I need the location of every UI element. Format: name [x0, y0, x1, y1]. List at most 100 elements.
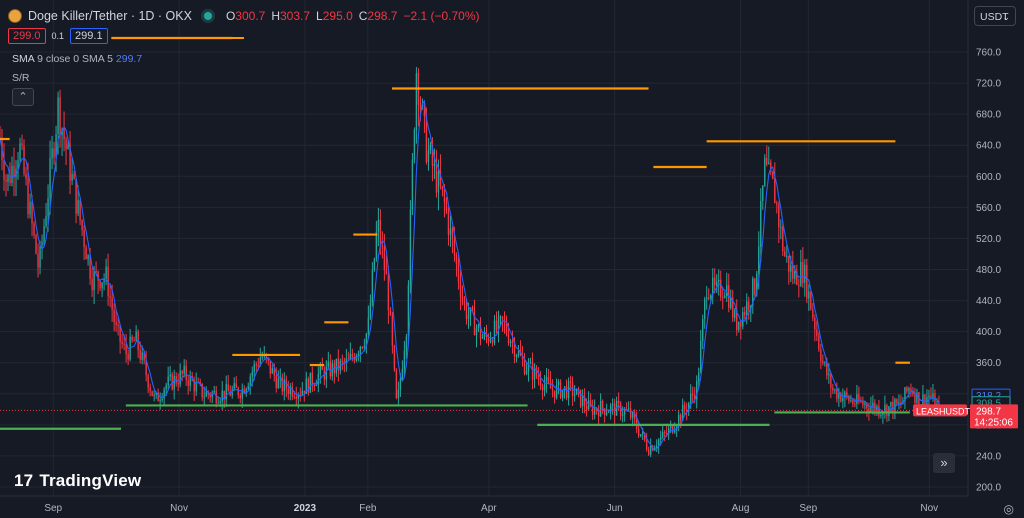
candle-body	[223, 390, 225, 400]
candle-body	[431, 145, 434, 166]
candle-body	[609, 405, 612, 412]
candle-body	[365, 333, 368, 347]
candle-body	[511, 341, 514, 343]
candle-body	[914, 394, 916, 403]
candle-body	[299, 394, 302, 396]
candle-body	[49, 158, 51, 199]
candle-body	[437, 171, 440, 193]
candle-body	[724, 296, 726, 298]
candle-body	[409, 209, 412, 285]
candle-body	[275, 375, 277, 389]
scroll-to-realtime-button[interactable]: »	[933, 453, 955, 473]
candle-body	[497, 316, 500, 330]
candle-body	[880, 415, 882, 417]
candle-body	[531, 362, 534, 380]
candle-body	[846, 392, 848, 397]
candle-body	[259, 357, 261, 366]
tv-logo-icon: 17	[14, 471, 34, 490]
candle-body	[633, 412, 636, 419]
candle-body	[694, 394, 696, 400]
candle-body	[131, 336, 133, 341]
symbol-title[interactable]: Doge Killer/Tether · 1D · OKX	[28, 9, 192, 23]
candle-body	[59, 97, 61, 136]
candle-body	[407, 284, 410, 337]
candle-body	[301, 390, 304, 396]
x-axis-tick-label: Aug	[732, 503, 750, 514]
candle-body	[343, 361, 346, 364]
sr-legend[interactable]: S/R	[12, 72, 30, 84]
candle-body	[900, 402, 902, 405]
candle-body	[67, 144, 69, 150]
candle-body	[375, 231, 378, 259]
candle-body	[467, 315, 470, 320]
candle-body	[81, 220, 83, 231]
settings-gear-icon[interactable]: ◎	[1003, 502, 1014, 516]
candle-body	[802, 262, 804, 283]
candle-body	[830, 373, 832, 388]
candle-body	[269, 360, 271, 374]
candle-body	[868, 408, 870, 412]
candle-body	[595, 407, 598, 411]
candle-body	[561, 389, 564, 398]
candle-body	[319, 365, 322, 375]
candle-body	[573, 394, 576, 396]
candle-body	[289, 386, 291, 394]
candle-body	[37, 253, 39, 268]
candle-body	[930, 395, 932, 398]
candle-body	[892, 402, 894, 414]
candle-body	[413, 129, 416, 160]
candle-body	[327, 361, 330, 367]
candle-body	[850, 400, 852, 402]
candle-body	[828, 373, 830, 376]
candle-body	[559, 381, 562, 398]
candle-body	[505, 322, 508, 334]
candle-body	[329, 361, 332, 377]
candle-body	[91, 278, 93, 291]
sma-legend[interactable]: SMA 9 close 0 SMA 5 299.7	[12, 53, 142, 65]
candle-body	[517, 351, 520, 356]
candle-body	[373, 258, 376, 270]
candle-body	[886, 404, 888, 417]
candle-body	[601, 400, 604, 409]
candle-body	[261, 356, 263, 358]
candle-body	[83, 230, 85, 248]
sma-params: 9 close 0 SMA 5	[37, 53, 113, 65]
collapse-legend-icon[interactable]: ⌃	[12, 88, 34, 106]
candle-body	[784, 251, 786, 257]
candle-body	[247, 385, 249, 389]
currency-select[interactable]: USDT ⌄	[974, 6, 1016, 26]
candle-body	[123, 343, 125, 345]
buy-price-button[interactable]: 299.1	[70, 28, 108, 44]
candle-body	[764, 157, 766, 186]
candle-body	[235, 383, 237, 388]
candle-body	[854, 403, 856, 405]
candle-body	[105, 266, 107, 279]
candle-body	[541, 386, 544, 391]
candle-body	[794, 271, 796, 279]
candle-body	[141, 352, 143, 360]
candle-body	[551, 388, 554, 391]
candle-body	[872, 402, 874, 407]
candle-body	[69, 144, 71, 181]
candle-body	[509, 341, 512, 344]
y-axis-tick-label: 560.0	[976, 203, 1001, 214]
candle-body	[121, 341, 123, 344]
candle-body	[145, 360, 147, 376]
candle-body	[107, 266, 109, 297]
tradingview-logo[interactable]: 17 TradingView	[14, 471, 142, 490]
candle-body	[673, 430, 676, 433]
candle-body	[277, 378, 279, 389]
candle-body	[393, 345, 396, 370]
sell-price-button[interactable]: 299.0	[8, 28, 46, 44]
candle-body	[295, 396, 298, 399]
candle-body	[772, 172, 774, 179]
candle-body	[547, 376, 550, 382]
candle-body	[655, 446, 658, 448]
candle-body	[287, 388, 289, 394]
candle-body	[257, 364, 259, 366]
y-axis-tick-label: 680.0	[976, 110, 1001, 121]
candle-body	[55, 134, 57, 158]
market-status-icon[interactable]	[203, 12, 212, 20]
candle-body	[359, 347, 362, 354]
